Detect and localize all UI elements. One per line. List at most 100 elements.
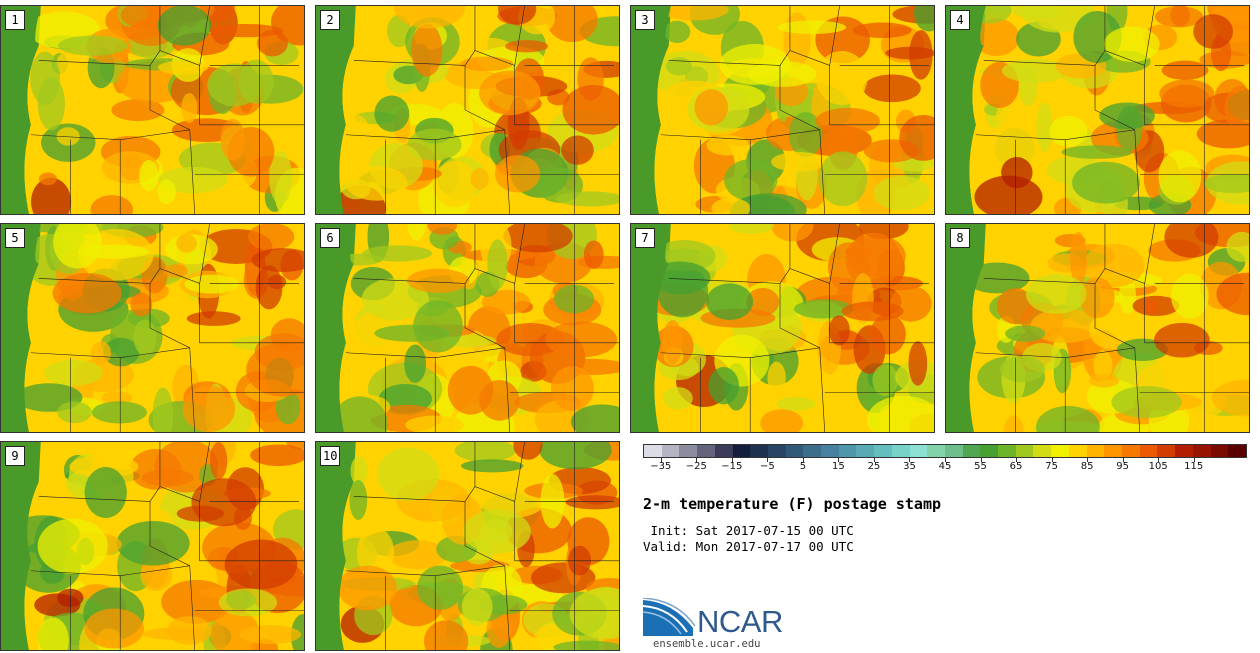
colorbar-ticks: −35 −25 −15 −5 5 15 25 35 45 55 65 75 85 95 105 115 [643, 458, 1247, 478]
colorbar-tick-label: 45 [938, 461, 952, 472]
colorbar-segment [732, 445, 751, 457]
colorbar-segment [856, 445, 875, 457]
colorbar-segment [980, 445, 999, 457]
colorbar-tick [802, 458, 804, 462]
colorbar-tick [909, 458, 911, 462]
colorbar-segment [944, 445, 963, 457]
colorbar-segment [998, 445, 1016, 457]
temperature-map-image [631, 6, 934, 214]
colorbar-tick [767, 458, 769, 462]
member-label: 4 [950, 10, 970, 30]
colorbar-tick-label: −15 [721, 461, 743, 472]
ncar-logo-text: NCAR [697, 604, 783, 639]
postage-stamp-map: 9 [0, 441, 305, 651]
colorbar-tick [1087, 458, 1089, 462]
colorbar-segment [750, 445, 768, 457]
postage-stamp-map: 4 [945, 5, 1250, 215]
colorbar-tick-label: 15 [832, 461, 845, 472]
colorbar-tick [1122, 458, 1124, 462]
colorbar-tick [1193, 458, 1195, 462]
postage-stamp-map: 2 [315, 5, 620, 215]
colorbar-segment [838, 445, 857, 457]
colorbar-segment [821, 445, 839, 457]
postage-stamp-map: 7 [630, 223, 935, 433]
colorbar-tick-label: 35 [903, 461, 916, 472]
temperature-map-image [631, 224, 934, 432]
temperature-map-image [946, 6, 1249, 214]
colorbar-segment [679, 445, 698, 457]
colorbar-segment [803, 445, 822, 457]
colorbar-tick [873, 458, 875, 462]
postage-stamp-map: 10 [315, 441, 620, 651]
ensemble-url: ensemble.ucar.edu [653, 638, 761, 650]
temperature-map-image [316, 6, 619, 214]
colorbar-segment [661, 445, 680, 457]
colorbar-segment [767, 445, 786, 457]
temperature-map-image [1, 224, 304, 432]
colorbar-segment [714, 445, 733, 457]
member-label: 9 [5, 446, 25, 466]
postage-stamp-map: 3 [630, 5, 935, 215]
postage-stamp-map: 1 [0, 5, 305, 215]
temperature-map-image [1, 442, 304, 650]
figure-title: 2-m temperature (F) postage stamp [643, 495, 942, 513]
colorbar-tick-label: 25 [867, 461, 881, 472]
colorbar-segment [1228, 445, 1246, 457]
colorbar-tick-label: −35 [650, 461, 672, 472]
colorbar-tick-label: 75 [1045, 461, 1058, 472]
colorbar-segment [1139, 445, 1158, 457]
postage-stamp-map: 8 [945, 223, 1250, 433]
colorbar-segment [644, 445, 662, 457]
colorbar-segment [1068, 445, 1087, 457]
temperature-map-image [316, 442, 619, 650]
colorbar-segment [697, 445, 715, 457]
member-label: 10 [320, 446, 341, 466]
member-label: 5 [5, 228, 25, 248]
colorbar-segment [874, 445, 892, 457]
colorbar-segment [1210, 445, 1229, 457]
colorbar-segment [891, 445, 910, 457]
colorbar-segment [1175, 445, 1193, 457]
colorbar-segment [1192, 445, 1211, 457]
colorbar-segment [1121, 445, 1140, 457]
colorbar-tick [1158, 458, 1160, 462]
colorbar-tick-label: 95 [1116, 461, 1130, 472]
ncar-logo-icon [643, 598, 696, 636]
member-label: 7 [635, 228, 655, 248]
member-label: 6 [320, 228, 340, 248]
postage-stamp-map: 5 [0, 223, 305, 433]
colorbar-tick [696, 458, 698, 462]
valid-time: Valid: Mon 2017-07-17 00 UTC [643, 539, 854, 554]
colorbar-tick-label: 5 [799, 461, 807, 472]
colorbar-tick [980, 458, 982, 462]
colorbar-segment [785, 445, 804, 457]
colorbar-tick [945, 458, 946, 462]
colorbar-segment [927, 445, 945, 457]
colorbar-segment [1015, 445, 1034, 457]
colorbar-tick [731, 458, 733, 462]
colorbar-tick [660, 458, 662, 462]
init-time: Init: Sat 2017-07-15 00 UTC [643, 523, 854, 538]
colorbar-segment [1104, 445, 1122, 457]
temperature-colorbar [643, 444, 1247, 458]
colorbar-tick-label: −25 [685, 461, 707, 472]
colorbar-tick-label: 55 [974, 461, 987, 472]
colorbar-tick [1016, 458, 1018, 462]
colorbar-tick-label: 85 [1080, 461, 1094, 472]
colorbar-segment [1051, 445, 1069, 457]
member-label: 2 [320, 10, 340, 30]
colorbar-tick-label: 105 [1148, 461, 1168, 472]
colorbar-segment [1157, 445, 1176, 457]
temperature-map-image [946, 224, 1249, 432]
colorbar-tick [1051, 458, 1053, 462]
colorbar-segment [909, 445, 928, 457]
member-label: 3 [635, 10, 655, 30]
colorbar-tick [838, 458, 840, 462]
temperature-map-image [316, 224, 619, 432]
colorbar-tick-label: 115 [1184, 461, 1204, 472]
temperature-map-image [1, 6, 304, 214]
colorbar-segment [1086, 445, 1105, 457]
colorbar-tick-label: −5 [759, 461, 775, 472]
postage-stamp-map: 6 [315, 223, 620, 433]
colorbar-segment [1033, 445, 1052, 457]
